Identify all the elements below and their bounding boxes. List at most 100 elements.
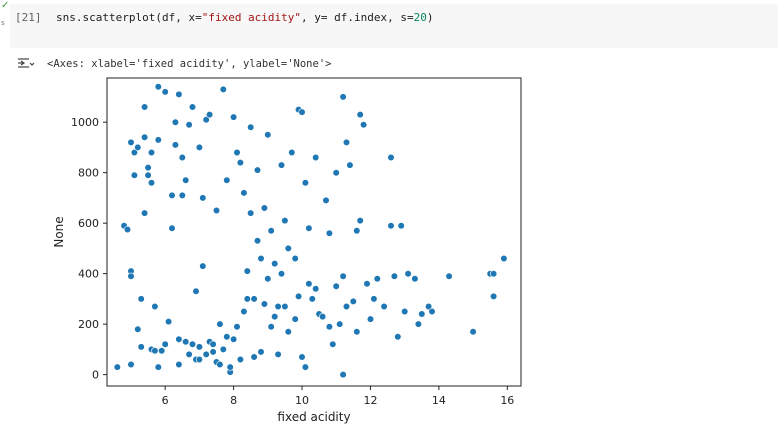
scatter-point <box>288 148 296 157</box>
scatter-point <box>247 209 255 217</box>
scatter-point <box>363 280 371 288</box>
code-part-string: "fixed acidity" <box>201 11 302 24</box>
scatter-point <box>178 191 186 199</box>
scatter-point <box>151 347 159 355</box>
scatter-point <box>380 302 388 311</box>
y-tick-label: 800 <box>78 167 99 180</box>
scatter-point <box>349 297 357 306</box>
scatter-point <box>401 307 409 316</box>
scatter-point <box>154 363 162 371</box>
y-tick-label: 200 <box>78 318 99 331</box>
scatter-point <box>445 272 453 280</box>
scatter-point <box>264 131 272 139</box>
scatter-point <box>267 323 275 331</box>
scatter-point <box>342 302 351 311</box>
scatter-point <box>233 323 241 331</box>
x-tick-label: 16 <box>500 394 514 407</box>
scatter-point <box>154 136 162 144</box>
scatter-point <box>332 169 340 177</box>
scatter-point <box>158 347 166 355</box>
scatter-point <box>161 88 169 96</box>
scatter-point <box>233 148 241 157</box>
code-line[interactable]: sns.scatterplot(df, x="fixed acidity", y… <box>56 11 434 24</box>
scatter-point <box>247 123 255 131</box>
y-tick-label: 600 <box>78 217 99 230</box>
scatter-point <box>490 292 498 301</box>
scatter-point <box>281 302 289 311</box>
scatter-point <box>188 103 197 111</box>
scatter-point <box>387 153 395 162</box>
scatter-point <box>308 295 316 303</box>
y-tick-label: 400 <box>78 268 99 281</box>
code-part-number: 20 <box>413 11 427 24</box>
scatter-point <box>223 176 231 184</box>
scatter-point <box>325 323 334 331</box>
scatter-point <box>353 328 361 336</box>
scatter-point <box>240 307 248 316</box>
scatter-point <box>425 302 433 311</box>
scatter-point <box>373 275 381 283</box>
x-axis-label: fixed acidity <box>277 410 350 424</box>
code-cell[interactable]: [21] sns.scatterplot(df, x="fixed acidit… <box>10 4 778 48</box>
code-part-close: ) <box>426 11 434 24</box>
scatter-point <box>264 275 272 283</box>
scatter-point <box>277 270 286 278</box>
scatter-point <box>243 267 251 275</box>
scatter-point <box>195 343 203 351</box>
scatter-point <box>226 363 234 371</box>
scatter-point <box>336 320 344 328</box>
scatter-point <box>301 363 310 371</box>
x-tick-label: 14 <box>432 394 446 407</box>
scatter-point <box>267 227 275 235</box>
plot-frame <box>106 77 522 387</box>
scatter-point <box>342 138 351 146</box>
scatter-point <box>168 224 176 232</box>
scatter-point <box>490 270 498 278</box>
scatter-point <box>185 121 193 129</box>
output-text: <Axes: xlabel='fixed acidity', ylabel='N… <box>47 58 332 70</box>
scatter-point <box>209 340 217 348</box>
scatter-point <box>284 244 292 252</box>
scatter-point <box>216 360 224 369</box>
scatter-point <box>411 275 419 283</box>
scatter-point <box>147 179 156 187</box>
scatter-point <box>151 302 159 311</box>
scatter-point <box>236 159 244 167</box>
scatter-point <box>305 224 313 232</box>
scatter-point <box>260 204 269 212</box>
scatter-point <box>243 295 251 303</box>
x-tick-label: 12 <box>363 394 377 407</box>
cell-gutter: ✓ s <box>0 0 12 48</box>
scatter-point <box>360 121 368 129</box>
scatter-point <box>332 282 340 290</box>
scatter-point <box>298 353 306 361</box>
scatter-point <box>230 113 238 121</box>
scatter-point <box>171 118 179 126</box>
scatter-point <box>230 335 238 343</box>
scatter-point <box>130 171 138 179</box>
ticks-layer: 6 8 10 12 14 16 0 200 400 600 800 1000 <box>71 116 514 407</box>
run-time: s <box>1 19 5 27</box>
scatter-point <box>250 295 258 303</box>
scatter-point <box>500 254 508 263</box>
scatter-point <box>271 260 279 268</box>
execution-count: [21] <box>15 11 42 24</box>
scatter-point <box>253 237 262 245</box>
scatter-point <box>141 209 149 217</box>
scatter-point <box>312 153 320 162</box>
output-toggle-icon[interactable] <box>17 56 35 70</box>
scatter-point <box>127 272 135 280</box>
scatter-point <box>137 295 145 303</box>
scatter-point <box>370 295 378 303</box>
scatter-point <box>366 315 375 323</box>
scatter-point <box>202 116 210 124</box>
scatter-point <box>171 141 179 149</box>
scatter-point <box>154 83 162 91</box>
scatter-point <box>260 300 269 308</box>
scatter-point <box>127 360 135 369</box>
x-tick-label: 8 <box>230 394 237 407</box>
y-tick-label: 0 <box>92 369 99 382</box>
scatter-point <box>339 93 347 101</box>
scatter-point <box>144 164 152 172</box>
